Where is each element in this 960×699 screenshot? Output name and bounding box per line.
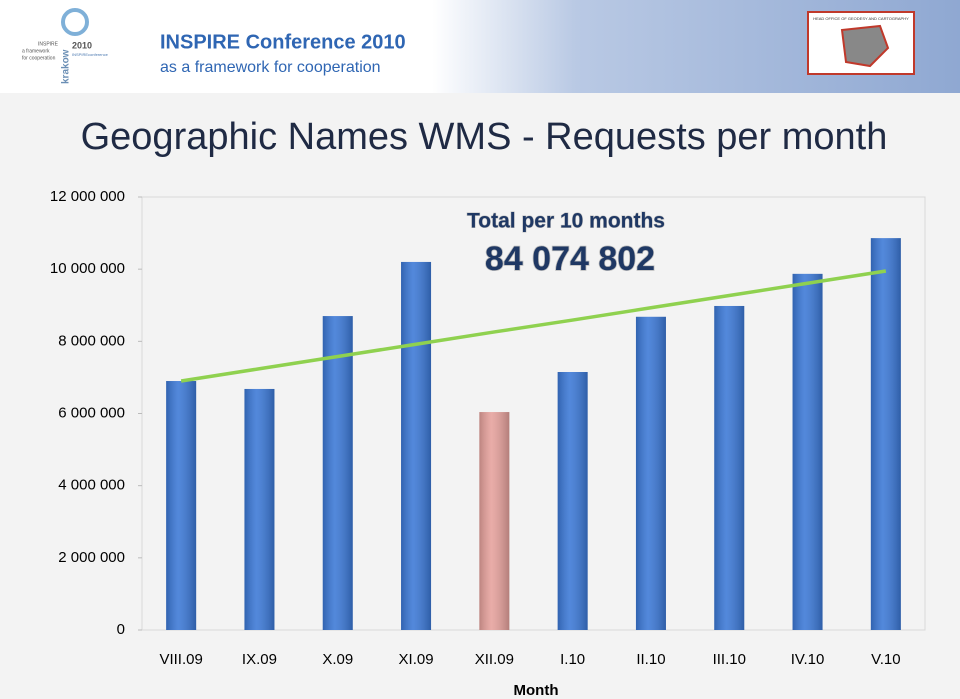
x-tick-label: IX.09 bbox=[242, 651, 277, 668]
y-tick-label: 0 bbox=[117, 621, 125, 638]
y-tick-label: 10 000 000 bbox=[50, 260, 125, 277]
y-tick-label: 12 000 000 bbox=[50, 188, 125, 205]
logo-text: krakow bbox=[61, 49, 72, 84]
map-icon bbox=[840, 24, 890, 68]
bar-shade bbox=[792, 273, 823, 630]
bar-shade bbox=[870, 238, 901, 630]
bar-shade bbox=[714, 305, 745, 630]
bar-shade bbox=[479, 412, 510, 630]
x-tick-label: I.10 bbox=[560, 651, 585, 668]
x-tick-label: X.09 bbox=[322, 651, 353, 668]
bar-shade bbox=[322, 316, 353, 630]
header-title: INSPIRE Conference 2010 bbox=[160, 31, 406, 53]
trend-line bbox=[180, 269, 887, 383]
logo-text: INSPIRE bbox=[38, 41, 59, 47]
logo-circle bbox=[61, 8, 89, 36]
x-tick-label: IV.10 bbox=[791, 651, 825, 668]
logo-text: INSPIREconference bbox=[72, 52, 109, 57]
annotation-value: 84 074 802 bbox=[485, 240, 655, 278]
x-tick-label: III.10 bbox=[713, 651, 746, 668]
x-tick-label: XII.09 bbox=[475, 651, 514, 668]
logo-text: 2010 bbox=[72, 40, 92, 50]
y-tick-label: 2 000 000 bbox=[58, 549, 125, 566]
logo-text: a framework bbox=[22, 48, 50, 54]
x-tick-label: XI.09 bbox=[399, 651, 434, 668]
logo-text: HEAD OFFICE OF GEODESY AND CARTOGRAPHY bbox=[813, 16, 909, 21]
bar-shade bbox=[401, 261, 432, 630]
logo-text: for cooperation bbox=[22, 55, 56, 61]
y-tick-label: 6 000 000 bbox=[58, 404, 125, 421]
y-tick-label: 4 000 000 bbox=[58, 477, 125, 494]
bar-shade bbox=[244, 388, 275, 630]
x-tick-label: V.10 bbox=[871, 651, 900, 668]
x-tick-label: VIII.09 bbox=[159, 651, 202, 668]
x-axis-label: Month bbox=[514, 682, 559, 699]
x-tick-label: II.10 bbox=[636, 651, 665, 668]
bar-shade bbox=[166, 381, 197, 630]
header-bg bbox=[0, 0, 960, 93]
header-subtitle: as a framework for cooperation bbox=[160, 59, 381, 76]
y-tick-label: 8 000 000 bbox=[58, 332, 125, 349]
bar-shade bbox=[557, 372, 588, 630]
chart-title: Geographic Names WMS - Requests per mont… bbox=[81, 116, 888, 158]
annotation-title: Total per 10 months bbox=[467, 210, 665, 233]
bar-shade bbox=[635, 316, 666, 630]
